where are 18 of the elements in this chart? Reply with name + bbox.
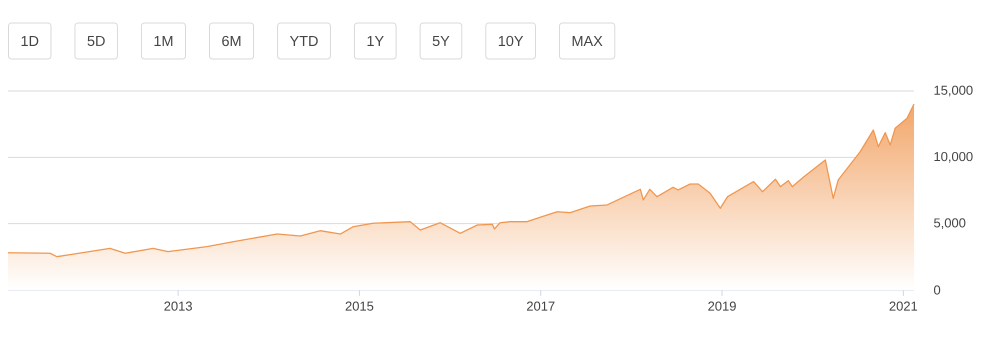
- x-tick-label: 2021: [890, 302, 918, 311]
- x-tick-label: 2019: [708, 302, 736, 311]
- y-tick-label: 15,000: [934, 86, 973, 96]
- text: 1D: [22, 36, 38, 46]
- text: 1M: [154, 36, 172, 46]
- y-tick-label: 10,000: [934, 152, 973, 163]
- text: 5D: [88, 36, 105, 46]
- text: MAX: [572, 36, 602, 46]
- text: 6M: [222, 36, 240, 46]
- text: 10Y: [498, 36, 524, 46]
- text: 1Y: [368, 36, 384, 46]
- text: YTD: [290, 36, 318, 46]
- y-tick-label: 5,000: [934, 218, 966, 230]
- x-tick-label: 2013: [164, 302, 192, 311]
- text: 5Y: [432, 36, 450, 46]
- y-tick-label: 0: [934, 285, 940, 295]
- x-tick-label: 2015: [346, 302, 374, 311]
- x-tick-label: 2017: [526, 302, 554, 311]
